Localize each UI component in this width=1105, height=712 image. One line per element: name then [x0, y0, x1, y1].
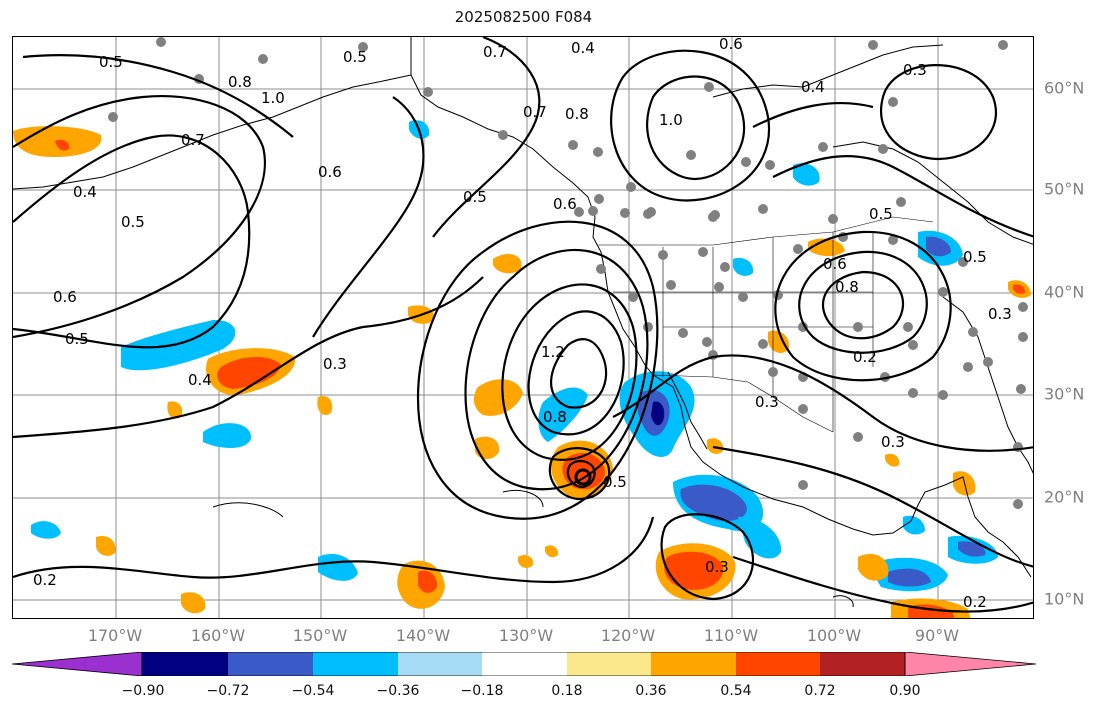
colorbar-tick-label: 0.90 — [889, 683, 921, 699]
lon-label: 110°W — [703, 626, 759, 645]
contour-label: 0.5 — [343, 48, 367, 66]
contour-label-layer: 0.4 0.6 0.5 0.7 0.8 1.0 0.4 0.3 0.5 0.6 … — [33, 37, 1012, 611]
colorbar-bin — [228, 652, 313, 676]
colorbar-tick-label: −0.36 — [376, 683, 420, 699]
lon-label: 150°W — [292, 626, 348, 645]
lon-label: 140°W — [395, 626, 451, 645]
lat-label: 60°N — [1044, 78, 1085, 98]
contour-label: 0.2 — [853, 348, 877, 366]
colorbar-tick-label: −0.18 — [460, 683, 504, 699]
contour-label: 0.5 — [869, 205, 893, 223]
lat-label: 10°N — [1044, 589, 1085, 609]
lon-label: 170°W — [87, 626, 143, 645]
contour-label: 0.6 — [823, 255, 847, 273]
station-dots — [108, 37, 1028, 509]
contour-label: 0.7 — [523, 103, 547, 121]
contour-lines-thin — [212, 490, 854, 608]
colorbar-tick-label: 0.18 — [551, 683, 583, 699]
colorbar-bin — [398, 652, 482, 676]
contour-label: 0.2 — [33, 571, 57, 589]
contour-label: 1.0 — [261, 89, 285, 107]
colorbar-bin — [651, 652, 736, 676]
contour-label: 0.6 — [53, 288, 77, 306]
colorbar-extend-left — [12, 652, 143, 676]
contour-label: 0.8 — [543, 408, 567, 426]
colorbar-tick-label: −0.54 — [291, 683, 335, 699]
contour-label: 0.3 — [755, 393, 779, 411]
map-panel: 0.4 0.6 0.5 0.7 0.8 1.0 0.4 0.3 0.5 0.6 … — [12, 36, 1034, 619]
lon-label: 90°W — [914, 626, 960, 645]
map-title: 2025082500 F084 — [454, 8, 593, 26]
positive-shading — [13, 126, 1031, 618]
contour-label: 0.7 — [181, 131, 205, 149]
contour-label: 0.3 — [988, 305, 1012, 323]
contour-label: 0.4 — [571, 39, 595, 57]
contour-label: 1.2 — [541, 343, 565, 361]
colorbar-bin — [820, 652, 905, 676]
lat-label: 50°N — [1044, 179, 1085, 199]
contour-label: 0.8 — [228, 73, 252, 91]
lon-label: 130°W — [498, 626, 554, 645]
graticule — [13, 37, 1033, 618]
colorbar-tick-label: 0.54 — [720, 683, 752, 699]
contour-label: 0.6 — [318, 163, 342, 181]
contour-label: 0.8 — [565, 105, 589, 123]
colorbar-bin — [736, 652, 820, 676]
colorbar-tick-label: 0.36 — [635, 683, 667, 699]
contour-label: 0.4 — [801, 78, 825, 96]
colorbar-bin — [313, 652, 398, 676]
lat-label: 40°N — [1044, 282, 1085, 302]
contour-label: 0.4 — [188, 371, 212, 389]
contour-label: 0.5 — [463, 188, 487, 206]
colorbar-extend-right — [904, 652, 1036, 676]
contour-label: 0.3 — [323, 355, 347, 373]
contour-label: 0.3 — [881, 433, 905, 451]
contour-lines — [13, 37, 1033, 613]
colorbar-tick-label: −0.90 — [121, 683, 165, 699]
contour-label: 0.5 — [65, 330, 89, 348]
lon-label: 120°W — [600, 626, 656, 645]
contour-label: 0.2 — [963, 593, 987, 611]
colorbar-bin — [482, 652, 567, 676]
negative-shading — [31, 120, 998, 592]
contour-label: 0.4 — [73, 183, 97, 201]
contour-label: 0.5 — [99, 53, 123, 71]
contour-label: 0.3 — [903, 61, 927, 79]
contour-label: 0.5 — [963, 248, 987, 266]
lat-label: 20°N — [1044, 487, 1085, 507]
colorbar-tick-label: 0.72 — [804, 683, 836, 699]
colorbar-tick-label: −0.72 — [206, 683, 250, 699]
contour-label: 0.6 — [719, 37, 743, 53]
contour-label: 0.7 — [483, 43, 507, 61]
contour-label: 0.3 — [705, 558, 729, 576]
lat-label: 30°N — [1044, 384, 1085, 404]
contour-label: 0.6 — [553, 195, 577, 213]
coastlines — [13, 37, 1033, 578]
colorbar — [12, 652, 1036, 676]
lon-label: 160°W — [190, 626, 246, 645]
colorbar-bin — [567, 652, 651, 676]
lon-label: 100°W — [806, 626, 862, 645]
contour-label: 1.0 — [659, 111, 683, 129]
contour-label: 0.8 — [835, 278, 859, 296]
contour-label: 0.5 — [603, 473, 627, 491]
contour-label: 0.5 — [121, 213, 145, 231]
colorbar-bin — [142, 652, 228, 676]
